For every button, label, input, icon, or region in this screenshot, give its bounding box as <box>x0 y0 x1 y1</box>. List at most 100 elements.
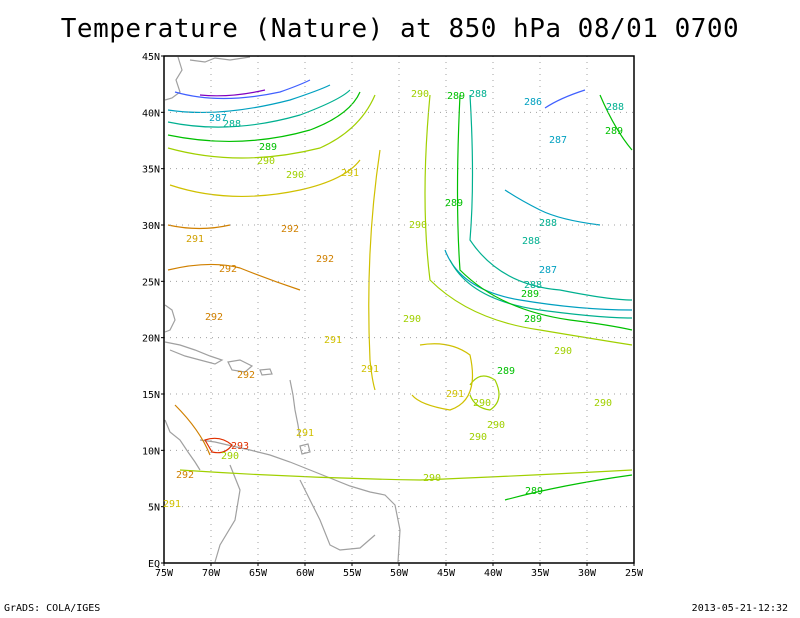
contour-label: 289 <box>259 142 277 153</box>
lon-axis-labels: 75W 70W 65W 60W 55W 50W 45W 40W 35W 30W 25W <box>155 563 644 579</box>
contour-289d <box>599 94 633 151</box>
lesser-antilles <box>289 379 301 439</box>
venezuela-inland <box>214 464 241 563</box>
contour-291c <box>411 343 474 411</box>
contour-290b <box>424 94 633 346</box>
contour-285 <box>199 89 266 97</box>
guiana-inland <box>299 479 376 551</box>
lat-label: 15N <box>142 390 160 401</box>
contour-290d <box>469 375 500 411</box>
lon-label: 25W <box>625 568 644 579</box>
hispaniola-coast <box>227 359 254 373</box>
contour-lines <box>167 79 633 501</box>
lon-label: 60W <box>296 568 315 579</box>
central-america-coast <box>164 419 201 471</box>
contour-label: 292 <box>281 224 299 235</box>
contour-label: 290 <box>469 432 487 443</box>
lat-label: 20N <box>142 334 160 345</box>
contour-label: 292 <box>237 370 255 381</box>
contour-292 <box>167 224 231 230</box>
contour-label: 291 <box>361 364 379 375</box>
lon-label: 70W <box>202 568 221 579</box>
south-america-coast <box>199 439 401 563</box>
lat-label: 30N <box>142 221 160 232</box>
contour-label: 290 <box>403 314 421 325</box>
footer-credit: GrADS: COLA/IGES <box>4 603 101 614</box>
contour-label: 289 <box>445 198 463 209</box>
lat-label: 40N <box>142 108 160 119</box>
contour-label: 292 <box>316 254 334 265</box>
contour-label: 291 <box>341 168 359 179</box>
contour-label: 287 <box>209 113 227 124</box>
contour-label: 290 <box>594 398 612 409</box>
lat-axis-labels: 45N 40N 35N 30N 25N 20N 15N 10N 5N EQ <box>142 52 164 570</box>
contour-291b <box>368 149 381 391</box>
gridlines <box>164 56 634 563</box>
contour-label: 290 <box>409 220 427 231</box>
contour-label: 290 <box>473 398 491 409</box>
lon-label: 45W <box>437 568 456 579</box>
contour-288 <box>167 89 351 128</box>
lat-label: 10N <box>142 446 160 457</box>
coastlines <box>164 56 401 563</box>
lat-label: 35N <box>142 165 160 176</box>
contour-label: 289 <box>605 126 623 137</box>
lon-label: 55W <box>343 568 362 579</box>
lat-label: EQ <box>148 559 160 570</box>
contour-289 <box>167 91 361 142</box>
contour-286 <box>174 79 311 100</box>
puerto-rico-coast <box>259 368 273 376</box>
contour-label: 288 <box>524 280 542 291</box>
contour-label: 289 <box>497 366 515 377</box>
contour-label: 288 <box>469 89 487 100</box>
contour-label: 290 <box>554 346 572 357</box>
contour-label: 290 <box>423 473 441 484</box>
contour-label: 287 <box>549 135 567 146</box>
contour-label: 292 <box>176 470 194 481</box>
contour-label: 288 <box>522 236 540 247</box>
contour-label: 290 <box>221 451 239 462</box>
trinidad <box>299 443 311 455</box>
contour-label: 293 <box>231 441 249 452</box>
contour-287c <box>444 249 633 311</box>
contour-label: 292 <box>205 312 223 323</box>
nova-scotia-coast <box>189 56 251 63</box>
lat-label: 5N <box>148 503 160 514</box>
contour-label: 291 <box>296 428 314 439</box>
contour-label: 290 <box>286 170 304 181</box>
lon-label: 30W <box>578 568 597 579</box>
contour-label: 289 <box>521 289 539 300</box>
lon-label: 50W <box>390 568 409 579</box>
contour-label: 289 <box>447 91 465 102</box>
contour-288c <box>469 94 633 301</box>
contour-label: 289 <box>524 314 542 325</box>
contour-label: 292 <box>219 264 237 275</box>
map-title: Temperature (Nature) at 850 hPa 08/01 07… <box>60 14 740 44</box>
lon-label: 75W <box>155 568 174 579</box>
contour-label: 289 <box>525 486 543 497</box>
contour-293 <box>204 437 233 454</box>
lon-label: 65W <box>249 568 268 579</box>
contour-label: 291 <box>324 335 342 346</box>
lon-label: 40W <box>484 568 503 579</box>
contour-label: 288 <box>223 119 241 130</box>
contour-label: 288 <box>539 218 557 229</box>
contour-label: 290 <box>411 89 429 100</box>
cuba-coast <box>164 341 224 365</box>
contour-label: 290 <box>257 156 275 167</box>
footer-timestamp: 2013-05-21-12:32 <box>691 603 788 614</box>
contour-label: 291 <box>163 499 181 510</box>
contour-287 <box>167 84 331 114</box>
lat-label: 25N <box>142 277 160 288</box>
contour-288b <box>449 259 633 319</box>
contour-label: 291 <box>186 234 204 245</box>
lat-label: 45N <box>142 52 160 63</box>
contour-label: 288 <box>606 102 624 113</box>
contour-289b <box>456 94 633 331</box>
contour-291 <box>169 159 361 198</box>
contour-289c <box>504 474 633 501</box>
contour-287b <box>504 189 601 226</box>
lon-label: 35W <box>531 568 550 579</box>
contour-label: 286 <box>524 97 542 108</box>
